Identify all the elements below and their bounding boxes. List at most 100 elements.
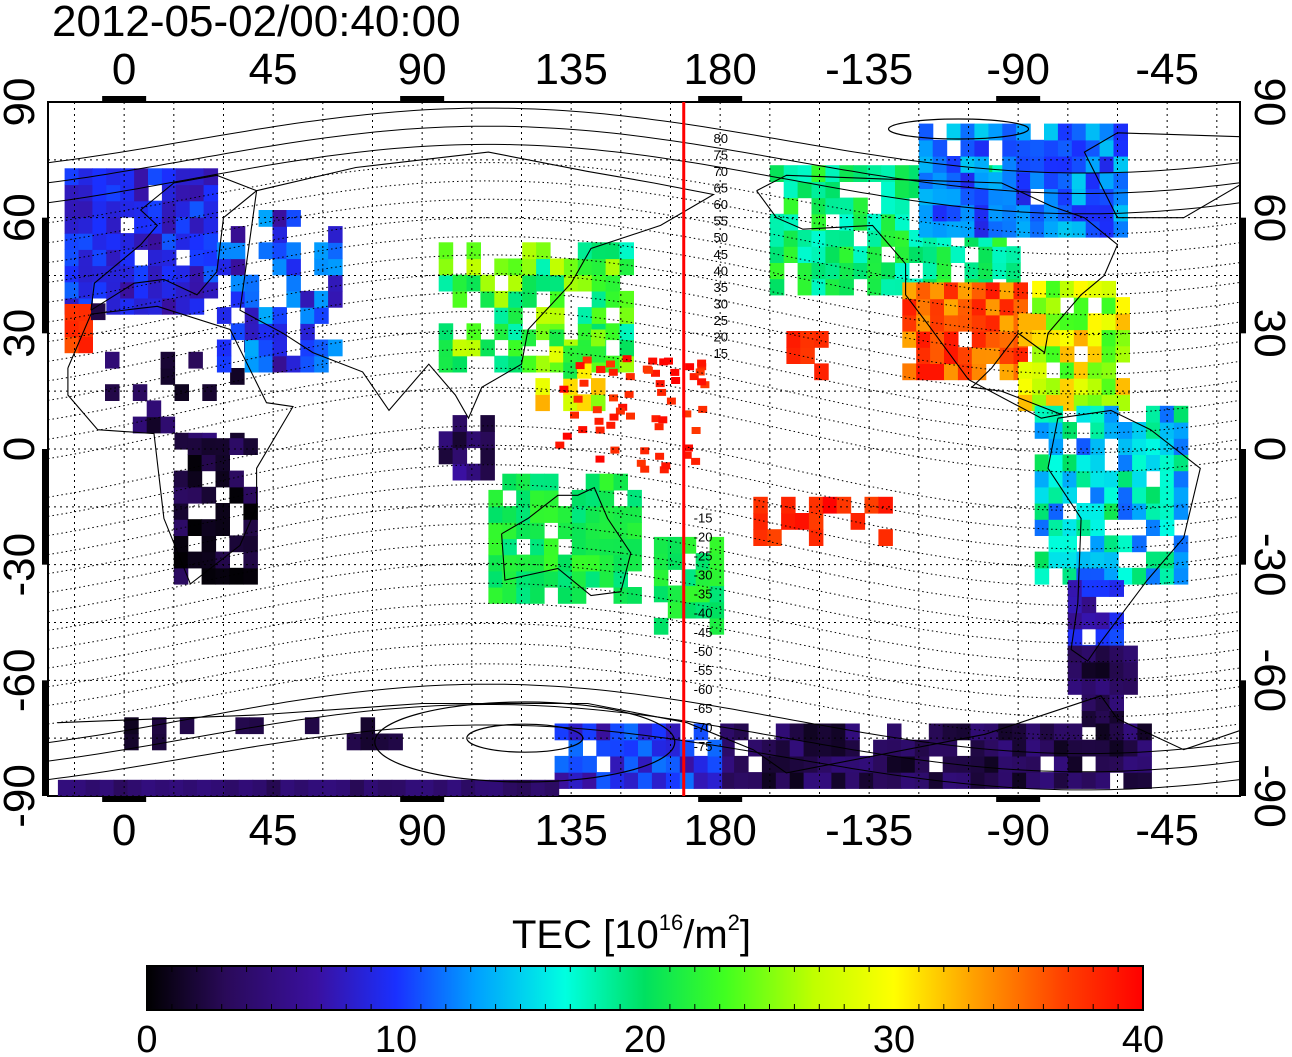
tec-cell	[508, 339, 523, 357]
tec-cell	[984, 755, 999, 773]
tec-cell	[936, 246, 952, 263]
tec-cell	[599, 570, 615, 588]
tec-cell	[1067, 739, 1083, 757]
coastline	[90, 174, 258, 311]
tec-cell	[651, 755, 667, 773]
tec-cell	[201, 567, 217, 585]
tec-cell	[530, 570, 545, 588]
tec-cell	[516, 554, 531, 572]
tec-cell	[999, 282, 1015, 300]
frame-bar	[42, 680, 48, 796]
tec-cell	[304, 717, 320, 735]
tec-cell	[658, 416, 668, 424]
tec-cell	[1118, 486, 1133, 504]
tec-cell	[1132, 454, 1147, 472]
tec-cell	[557, 570, 573, 588]
contour-label: 65	[714, 181, 728, 196]
tec-cell	[681, 601, 697, 619]
tec-cell	[1095, 612, 1111, 630]
tec-cell	[613, 522, 628, 540]
tec-cell	[438, 242, 454, 260]
tec-cell	[1090, 503, 1105, 520]
contour-label: -40	[694, 606, 713, 621]
contour-label: -25	[694, 549, 713, 564]
tec-cell	[667, 601, 683, 619]
maglat-contour	[48, 386, 1240, 473]
tec-cell	[585, 506, 601, 523]
tec-cell	[1013, 347, 1028, 364]
tec-cell	[187, 438, 203, 455]
tec-cell	[946, 123, 962, 141]
top-lon-tick-label: -45	[1135, 45, 1199, 94]
tec-cell	[1062, 535, 1077, 553]
tec-cell	[970, 772, 985, 789]
tec-cell	[1048, 503, 1064, 520]
tec-cell	[895, 262, 910, 280]
tec-cell	[998, 739, 1013, 757]
tec-cell	[808, 513, 824, 530]
tec-cell	[902, 282, 917, 300]
right-lat-tick-label: 90	[1245, 78, 1292, 127]
tec-cell	[134, 168, 149, 186]
tec-cell	[174, 432, 189, 450]
tec-cell	[272, 339, 287, 357]
tec-cell	[918, 156, 934, 173]
tec-cell	[585, 522, 601, 540]
tec-cell	[693, 755, 709, 773]
tec-cell	[887, 723, 902, 741]
tec-cell	[1057, 123, 1073, 141]
tec-cell	[775, 772, 791, 789]
tec-cell	[619, 307, 634, 324]
bottom-lon-tick-label: 135	[534, 806, 607, 855]
tec-cell	[578, 426, 588, 434]
tec-cell	[651, 772, 667, 789]
tec-cell	[1048, 454, 1064, 472]
tec-cell	[817, 739, 832, 757]
tec-cell	[516, 506, 531, 523]
tec-cell	[1071, 156, 1087, 173]
tec-cell	[238, 779, 254, 796]
tec-cell	[707, 772, 723, 789]
tec-cell	[134, 265, 149, 283]
tec-cell	[988, 204, 1003, 222]
tec-cell	[1040, 723, 1055, 741]
tec-cell	[577, 274, 593, 292]
tec-cell	[1118, 503, 1133, 520]
coastline	[239, 151, 716, 420]
right-lat-tick-label: 30	[1245, 309, 1292, 358]
tec-cell	[1002, 123, 1017, 141]
tec-cell	[769, 165, 785, 182]
tec-cell	[1044, 188, 1059, 206]
tec-cell	[814, 363, 829, 381]
tec-cell	[92, 168, 107, 186]
tec-cell	[605, 258, 621, 276]
tec-cell	[141, 779, 156, 796]
tec-cell	[243, 535, 258, 553]
tec-cell	[92, 216, 107, 234]
tec-cell	[544, 570, 559, 588]
tec-cell	[1085, 172, 1101, 189]
tec-cell	[508, 355, 523, 373]
tec-cell	[230, 242, 246, 260]
colorbar	[146, 965, 1144, 1011]
tec-cell	[1085, 188, 1101, 206]
left-lat-tick-label: 90	[0, 78, 44, 127]
tec-cell	[1132, 503, 1147, 520]
tec-cell	[867, 246, 882, 263]
tec-cell	[1053, 755, 1069, 773]
tec-cell	[595, 426, 605, 434]
tec-cell	[120, 184, 135, 202]
tec-cell	[769, 278, 785, 296]
tec-cell	[605, 274, 621, 292]
tec-cell	[203, 249, 219, 267]
tec-cell	[152, 717, 167, 735]
tec-cell	[811, 197, 826, 215]
tec-cell	[134, 216, 149, 234]
tec-cell	[132, 416, 148, 434]
tec-cell	[134, 297, 149, 315]
maglat-contour	[48, 724, 1240, 791]
tec-cell	[640, 447, 650, 455]
tec-cell	[800, 347, 815, 364]
tec-cell	[627, 587, 642, 604]
contour-label: 50	[714, 230, 728, 245]
